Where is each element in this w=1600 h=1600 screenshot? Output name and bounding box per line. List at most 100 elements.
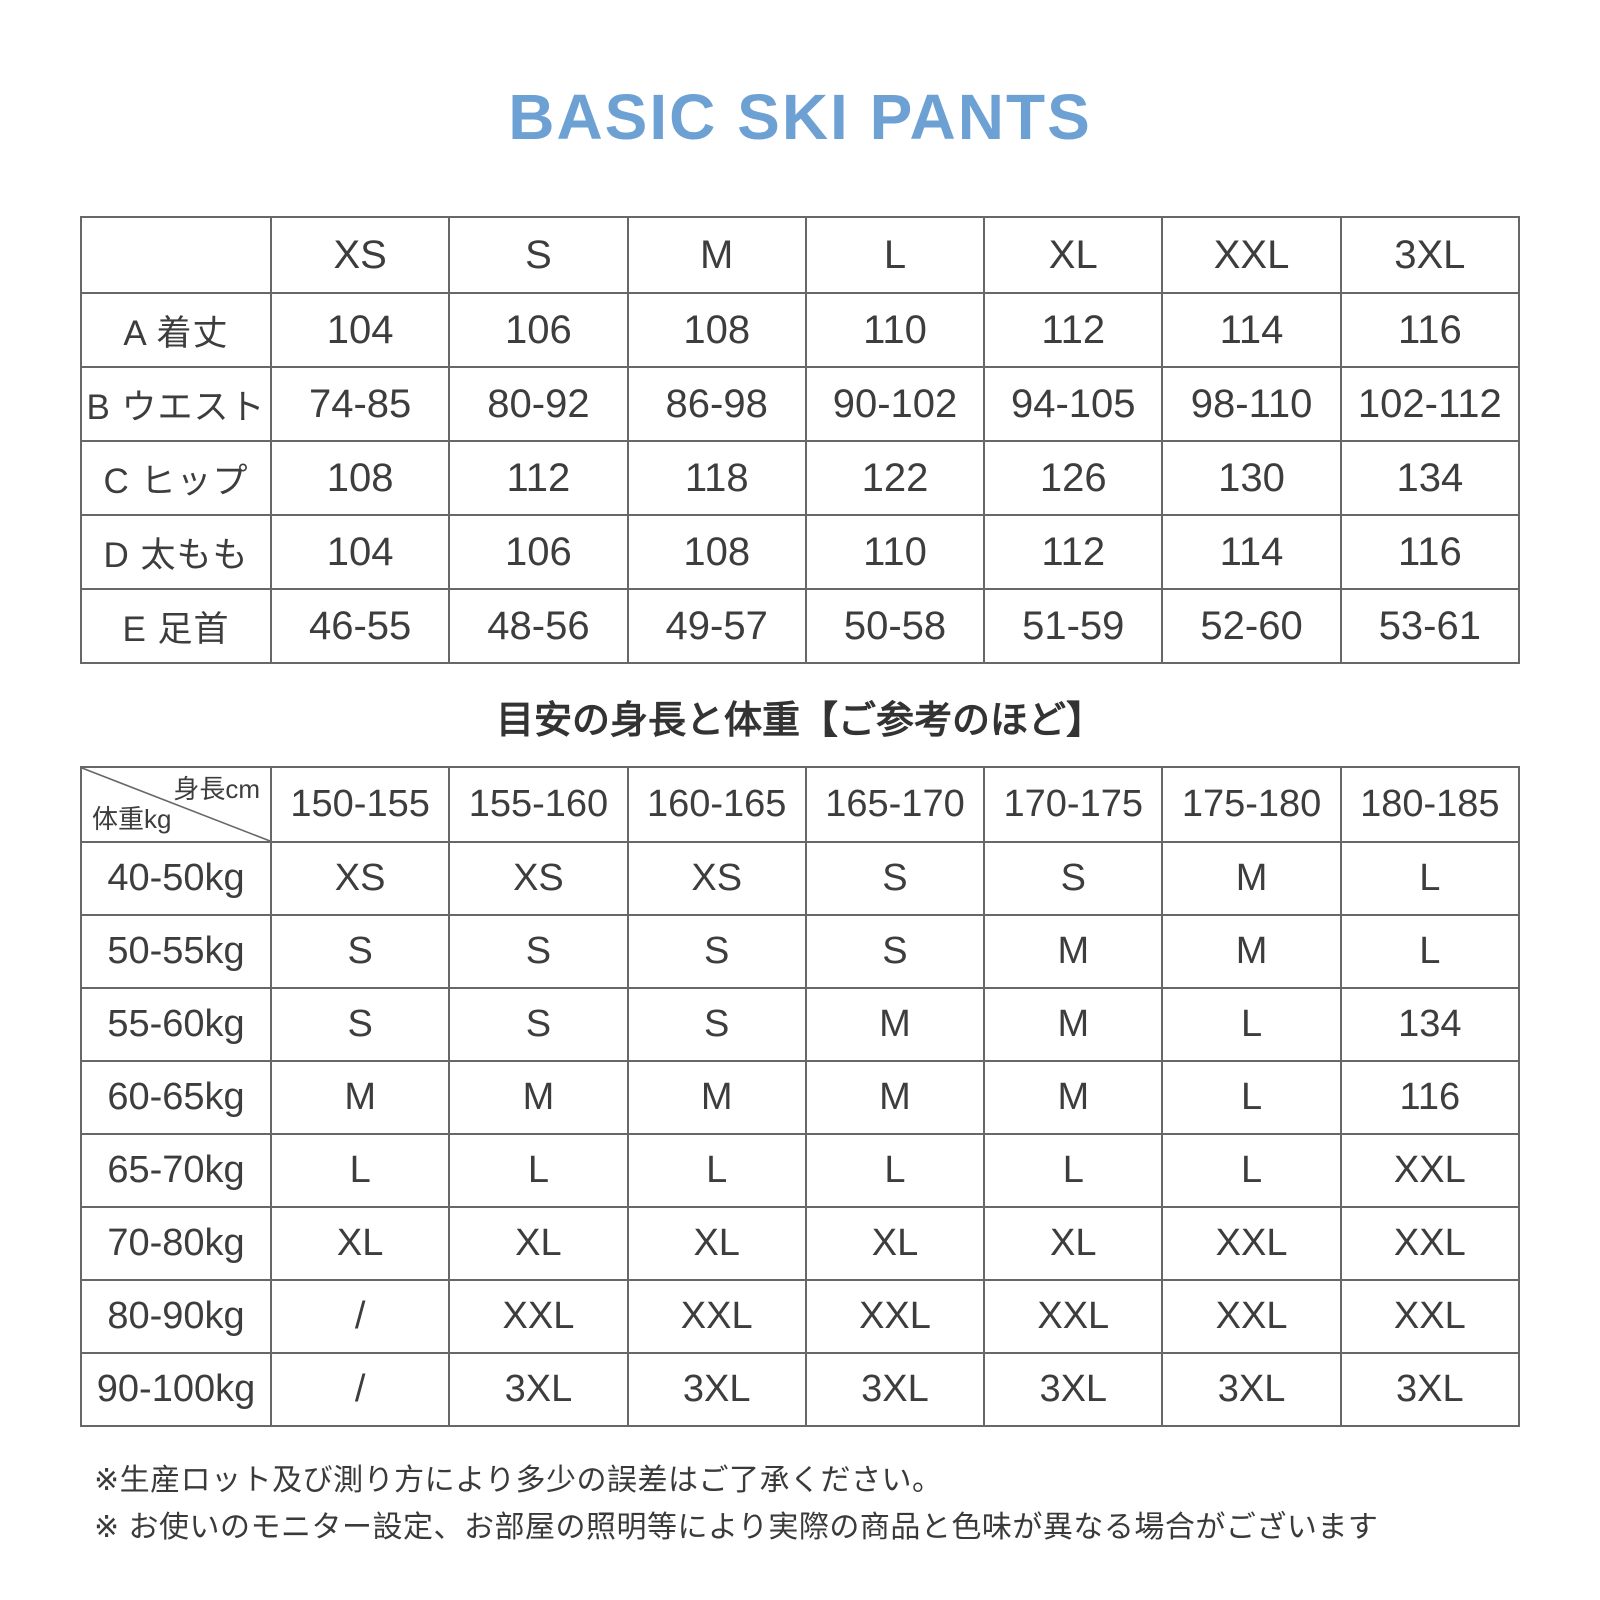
table-row: B ウエスト 74-85 80-92 86-98 90-102 94-105 98-110 1… <box>80 366 1521 442</box>
column-header: 165-170 <box>804 766 986 843</box>
reference-table-body: 40-50kg XS XS XS S S M L 50-55kg S S S S M M L 55-60kg S S… <box>80 841 1521 1427</box>
cell: 74-85 <box>269 366 451 442</box>
cell: 110 <box>804 292 986 368</box>
cell: XL <box>269 1206 451 1281</box>
cell: 94-105 <box>983 366 1164 442</box>
cell: L <box>448 1133 629 1208</box>
cell: / <box>269 1279 451 1354</box>
notes: ※生産ロット及び測り方により多少の誤差はご了承ください。 ※ お使いのモニター設… <box>94 1457 1600 1551</box>
row-label: D 太もも <box>80 514 272 590</box>
cell: 3XL <box>448 1352 629 1427</box>
cell: L <box>983 1133 1164 1208</box>
corner-cell: 身長cm 体重kg <box>80 766 272 843</box>
column-header: XL <box>983 216 1164 294</box>
cell: 3XL <box>1339 1352 1521 1427</box>
table-row: E 足首 46-55 48-56 49-57 50-58 51-59 52-60 53-61 <box>80 588 1521 664</box>
row-label: B ウエスト <box>80 366 272 442</box>
column-header: XS <box>269 216 451 294</box>
table-row: 60-65kg M M M M M L 116 <box>80 1060 1521 1135</box>
cell: XL <box>448 1206 629 1281</box>
table-row: A 着丈 104 106 108 110 112 114 116 <box>80 292 1521 368</box>
blank-header-cell <box>80 216 272 294</box>
reference-table-header: 身長cm 体重kg 150-155 155-160 160-165 165-170 170-… <box>80 766 1521 843</box>
table-row: 80-90kg / XXL XXL XXL XXL XXL XXL <box>80 1279 1521 1354</box>
row-label: 65-70kg <box>80 1133 272 1208</box>
reference-heading: 目安の身長と体重【ご参考のほど】 <box>495 700 1104 742</box>
corner-label-weight: 体重kg <box>92 804 172 834</box>
cell: XXL <box>983 1279 1164 1354</box>
cell: 130 <box>1161 440 1342 516</box>
cell: 104 <box>269 514 451 590</box>
corner-label-height: 身長cm <box>173 774 260 804</box>
table-row: 40-50kg XS XS XS S S M L <box>80 841 1521 916</box>
cell: XXL <box>1339 1279 1521 1354</box>
cell: 51-59 <box>983 588 1164 664</box>
cell: 104 <box>269 292 451 368</box>
cell: M <box>804 1060 986 1135</box>
row-label: 80-90kg <box>80 1279 272 1354</box>
cell: M <box>448 1060 629 1135</box>
cell: 114 <box>1161 292 1342 368</box>
cell: 108 <box>269 440 451 516</box>
cell: XXL <box>1161 1279 1342 1354</box>
cell: M <box>626 1060 807 1135</box>
row-label: 70-80kg <box>80 1206 272 1281</box>
cell: 116 <box>1339 514 1521 590</box>
cell: 86-98 <box>626 366 807 442</box>
cell: 3XL <box>983 1352 1164 1427</box>
cell: L <box>1339 841 1521 916</box>
cell: L <box>1161 1133 1342 1208</box>
cell: 106 <box>448 514 629 590</box>
column-header: M <box>626 216 807 294</box>
table-row: 50-55kg S S S S M M L <box>80 914 1521 989</box>
height-weight-reference-table: 身長cm 体重kg 150-155 155-160 160-165 165-170 170-… <box>80 766 1521 1427</box>
cell: 112 <box>448 440 629 516</box>
row-label: A 着丈 <box>80 292 272 368</box>
measurement-size-table: XS S M L XL XXL 3XL A 着丈 104 106 108 110 112 114 116 B… <box>80 216 1521 664</box>
cell: S <box>626 987 807 1062</box>
cell: XXL <box>1339 1206 1521 1281</box>
column-header: 170-175 <box>983 766 1164 843</box>
cell: S <box>804 841 986 916</box>
cell: XS <box>626 841 807 916</box>
cell: 3XL <box>804 1352 986 1427</box>
table-row: 65-70kg L L L L L L XXL <box>80 1133 1521 1208</box>
cell: XL <box>804 1206 986 1281</box>
cell: 116 <box>1339 292 1521 368</box>
cell: M <box>983 914 1164 989</box>
cell: S <box>448 914 629 989</box>
cell: S <box>804 914 986 989</box>
column-header: 175-180 <box>1161 766 1342 843</box>
cell: M <box>1161 841 1342 916</box>
cell: 48-56 <box>448 588 629 664</box>
cell: S <box>269 914 451 989</box>
cell: 112 <box>983 292 1164 368</box>
cell: XXL <box>448 1279 629 1354</box>
header-row: XS S M L XL XXL 3XL <box>80 216 1521 294</box>
table-row: D 太もも 104 106 108 110 112 114 116 <box>80 514 1521 590</box>
cell: S <box>269 987 451 1062</box>
cell: XXL <box>1339 1133 1521 1208</box>
cell: 106 <box>448 292 629 368</box>
cell: 108 <box>626 514 807 590</box>
column-header: XXL <box>1161 216 1342 294</box>
cell: S <box>983 841 1164 916</box>
cell: 98-110 <box>1161 366 1342 442</box>
measurement-table-header: XS S M L XL XXL 3XL <box>80 216 1521 294</box>
cell: M <box>804 987 986 1062</box>
table-row: 90-100kg/3XL 3XL 3XL 3XL 3XL 3XL <box>80 1352 1521 1427</box>
table-row: 55-60kg S S S M M L 134 <box>80 987 1521 1062</box>
cell: M <box>983 1060 1164 1135</box>
cell: 114 <box>1161 514 1342 590</box>
cell: L <box>1161 1060 1342 1135</box>
cell: 3XL <box>626 1352 807 1427</box>
row-label: E 足首 <box>80 588 272 664</box>
cell: S <box>448 987 629 1062</box>
column-header: 180-185 <box>1339 766 1521 843</box>
cell: / <box>269 1352 451 1427</box>
cell: 49-57 <box>626 588 807 664</box>
header-row: 身長cm 体重kg 150-155 155-160 160-165 165-170 170-… <box>80 766 1521 843</box>
cell: L <box>1339 914 1521 989</box>
column-header: L <box>804 216 986 294</box>
cell: S <box>626 914 807 989</box>
